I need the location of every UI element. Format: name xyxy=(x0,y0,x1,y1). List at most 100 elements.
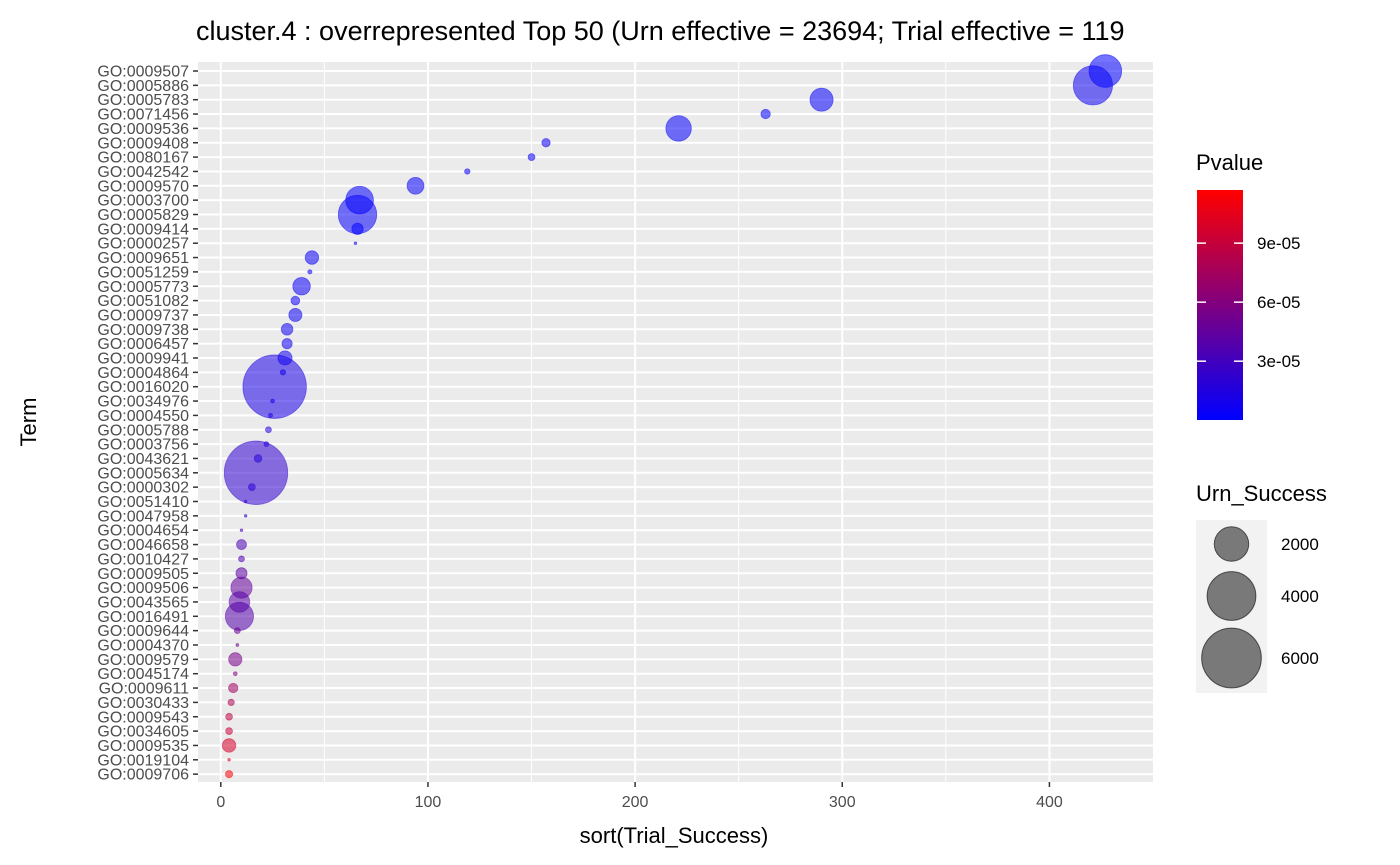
point-GO-0009408 xyxy=(541,138,551,148)
size-legend-items: 2000 4000 6000 xyxy=(1201,526,1319,689)
y-tick-label: GO:0009543 xyxy=(97,709,189,726)
point-GO-0045174 xyxy=(232,671,238,677)
y-tick-label: GO:0034976 xyxy=(97,394,189,411)
point-GO-0009505 xyxy=(235,567,248,580)
point-GO-0043565 xyxy=(228,591,251,613)
point-GO-0009543 xyxy=(225,712,233,721)
point-GO-0009579 xyxy=(228,652,243,667)
size-legend-title: Urn_Success xyxy=(1196,481,1327,506)
point-GO-0004550 xyxy=(268,412,273,418)
point-GO-0003700 xyxy=(345,185,374,215)
point-GO-0009706 xyxy=(225,770,234,779)
point-GO-0009507 xyxy=(1088,54,1123,88)
point-GO-0042542 xyxy=(464,168,471,175)
y-tick-label: GO:0016491 xyxy=(97,609,189,626)
x-tick-label: 100 xyxy=(415,794,442,811)
y-tick-label: GO:0016020 xyxy=(97,379,189,396)
y-axis-title: Term xyxy=(16,398,41,447)
y-tick-label: GO:0005886 xyxy=(97,78,189,95)
point-GO-0009414 xyxy=(351,222,364,235)
size-legend-key xyxy=(1206,571,1257,621)
y-tick-label: GO:0004864 xyxy=(97,365,189,382)
y-tick-label: GO:0009535 xyxy=(97,738,189,755)
y-tick-label: GO:0034605 xyxy=(97,724,189,741)
y-tick-label: GO:0003700 xyxy=(97,193,189,210)
y-tick-label: GO:0046658 xyxy=(97,537,189,554)
y-tick-label: GO:0009507 xyxy=(97,64,189,81)
point-GO-0009535 xyxy=(221,738,237,753)
y-tick-label: GO:0042542 xyxy=(97,164,189,181)
point-GO-0003756 xyxy=(263,441,270,447)
point-GO-0000257 xyxy=(353,241,358,245)
y-tick-label: GO:0005788 xyxy=(97,422,189,439)
point-GO-0005788 xyxy=(265,426,272,434)
y-tick-label: GO:0009536 xyxy=(97,121,189,138)
y-tick-label: GO:0009738 xyxy=(97,322,189,339)
x-axis: 0 100 200 300 400 xyxy=(216,782,1063,811)
y-tick-label: GO:0009706 xyxy=(97,767,189,784)
point-GO-0030433 xyxy=(227,698,235,707)
point-GO-0034605 xyxy=(225,727,233,735)
point-GO-0080167 xyxy=(527,153,536,161)
y-tick-label: GO:0003756 xyxy=(97,437,189,454)
grid-lines xyxy=(198,62,1153,782)
size-legend: Urn_Success 2000 4000 6000 xyxy=(1196,481,1327,693)
point-GO-0006457 xyxy=(281,338,293,350)
y-tick-label: GO:0004370 xyxy=(97,638,189,655)
point-GO-0009644 xyxy=(233,627,241,635)
y-tick-label: GO:0009408 xyxy=(97,135,189,152)
y-tick-label: GO:0009737 xyxy=(97,307,189,324)
y-tick-label: GO:0051082 xyxy=(97,293,189,310)
size-legend-label: 4000 xyxy=(1281,587,1319,606)
size-legend-key xyxy=(1213,526,1250,562)
point-GO-0004654 xyxy=(239,528,244,532)
point-GO-0051410 xyxy=(243,499,248,504)
y-tick-label: GO:0009414 xyxy=(97,221,189,238)
y-tick-label: GO:0009570 xyxy=(97,178,189,195)
y-tick-label: GO:0000257 xyxy=(97,236,189,253)
point-GO-0009737 xyxy=(288,307,303,322)
pvalue-colorbar xyxy=(1197,190,1243,420)
y-tick-label: GO:0051259 xyxy=(97,264,189,281)
y-tick-label: GO:0019104 xyxy=(97,752,189,769)
point-GO-0000302 xyxy=(248,483,256,491)
size-legend-label: 2000 xyxy=(1281,535,1319,554)
y-tick-label: GO:0005773 xyxy=(97,279,189,296)
point-GO-0009570 xyxy=(406,176,425,195)
y-tick-label: GO:0009611 xyxy=(99,681,190,698)
y-tick-label: GO:0009651 xyxy=(97,250,189,267)
x-axis-title: sort(Trial_Success) xyxy=(580,823,769,848)
point-GO-0043621 xyxy=(253,454,263,463)
plot-panel xyxy=(198,62,1153,782)
point-GO-0009738 xyxy=(280,323,294,336)
point-GO-0009611 xyxy=(228,682,239,694)
y-tick-label: GO:0004654 xyxy=(97,523,189,540)
colorbar-tick-label: 3e-05 xyxy=(1257,352,1300,371)
point-GO-0005783 xyxy=(809,87,834,112)
data-points xyxy=(221,54,1123,779)
colorbar-tick-label: 6e-05 xyxy=(1257,293,1300,312)
x-tick-label: 0 xyxy=(216,794,225,811)
x-tick-label: 300 xyxy=(829,794,856,811)
point-GO-0051082 xyxy=(290,295,301,306)
point-GO-0016020 xyxy=(242,354,307,419)
y-tick-label: GO:0030433 xyxy=(97,695,189,712)
y-axis: GO:0009507GO:0005886GO:0005783GO:0071456… xyxy=(97,64,198,784)
point-GO-0004864 xyxy=(279,369,287,376)
x-tick-label: 400 xyxy=(1036,794,1063,811)
y-tick-label: GO:0009505 xyxy=(97,566,189,583)
y-tick-label: GO:0071456 xyxy=(97,107,189,124)
pvalue-legend-title: Pvalue xyxy=(1196,150,1263,175)
y-tick-label: GO:0009644 xyxy=(97,623,189,640)
y-tick-label: GO:0000302 xyxy=(97,480,189,497)
point-GO-0005634 xyxy=(223,440,289,505)
point-GO-0034976 xyxy=(270,398,275,404)
plot-title: cluster.4 : overrepresented Top 50 (Urn … xyxy=(196,16,1125,46)
point-GO-0005773 xyxy=(292,277,311,296)
point-GO-0010427 xyxy=(238,555,245,563)
y-tick-label: GO:0051410 xyxy=(97,494,189,511)
point-GO-0071456 xyxy=(760,108,771,120)
point-GO-0051259 xyxy=(307,269,313,275)
y-tick-label: GO:0080167 xyxy=(97,150,189,167)
point-GO-0009536 xyxy=(665,115,692,142)
